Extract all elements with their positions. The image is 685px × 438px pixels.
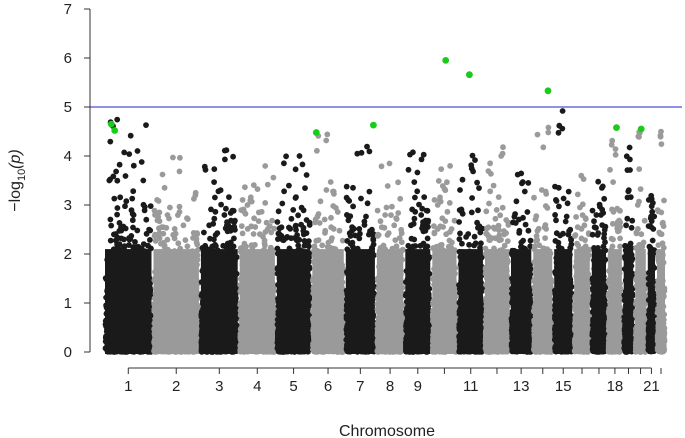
x-tick-label-chr-15: 15 — [555, 378, 572, 395]
y-axis-title-suffix: (p) — [7, 149, 24, 169]
y-tick-label: 1 — [64, 295, 72, 312]
chromosome-1-points — [102, 116, 154, 355]
y-axis-title: −log10(p) — [7, 149, 28, 212]
y-tick-label: 0 — [64, 344, 72, 361]
significant-point-9 — [637, 125, 645, 133]
x-axis-title: Chromosome — [339, 423, 435, 438]
x-tick-label-chr-8: 8 — [386, 378, 394, 395]
x-tick-label-chr-4: 4 — [253, 378, 261, 395]
significant-point-5 — [442, 57, 450, 64]
chromosome-6-points — [309, 131, 347, 355]
x-tick-label-chr-7: 7 — [356, 378, 364, 395]
chromosome-14-points — [530, 124, 555, 355]
chromosome-9-points — [402, 149, 433, 355]
chromosome-7-points — [343, 143, 378, 355]
x-tick-label-chr-18: 18 — [607, 378, 624, 395]
significant-point-2 — [111, 127, 119, 134]
significant-point-1 — [107, 120, 115, 128]
data-points-layer — [102, 108, 668, 355]
chromosome-22-points — [654, 128, 668, 355]
chromosome-8-points — [374, 160, 406, 355]
chromosome-15-points — [551, 108, 575, 355]
x-tick-label-chr-3: 3 — [215, 378, 223, 395]
significant-points-layer — [107, 57, 645, 136]
y-tick-label: 3 — [64, 197, 72, 214]
y-axis-title-subscript: 10 — [16, 169, 28, 181]
chromosome-18-points — [605, 137, 625, 355]
significant-point-8 — [613, 124, 620, 131]
chromosome-4-points — [237, 163, 278, 355]
chromosome-13-points — [508, 170, 534, 355]
x-tick-label-chr-6: 6 — [324, 378, 332, 395]
chromosome-19-points — [621, 144, 636, 355]
x-axis-ticks: 1 2 3 4 5 6 7 8 9 11 13 15 18 21 — [124, 368, 662, 395]
x-tick-label-chr-11: 11 — [463, 378, 479, 395]
y-tick-label: 7 — [64, 1, 72, 18]
chromosome-11-points — [456, 152, 486, 355]
chromosome-16-points — [571, 172, 593, 355]
y-tick-label: 4 — [64, 148, 72, 165]
y-axis-ticks: 0 1 2 3 4 5 6 7 — [64, 1, 90, 361]
y-tick-label: 5 — [64, 99, 72, 116]
chromosome-17-points — [589, 178, 609, 355]
significant-point-7 — [544, 87, 552, 95]
chromosome-10-points — [429, 163, 459, 355]
x-tick-label-chr-9: 9 — [414, 378, 422, 395]
y-tick-label: 6 — [64, 50, 72, 67]
significant-point-6 — [466, 71, 473, 79]
significant-point-4 — [370, 121, 377, 129]
chromosome-21-points — [645, 192, 658, 355]
chromosome-5-points — [274, 153, 313, 355]
x-tick-label-chr-2: 2 — [172, 378, 180, 395]
significant-point-3 — [312, 129, 320, 136]
x-tick-label-chr-13: 13 — [513, 378, 530, 395]
y-tick-label: 2 — [64, 246, 72, 263]
chromosome-12-points — [482, 144, 512, 355]
chromosome-2-points — [151, 154, 202, 355]
x-tick-label-chr-21: 21 — [643, 378, 660, 395]
x-tick-label-chr-5: 5 — [289, 378, 297, 395]
chromosome-3-points — [198, 147, 241, 355]
y-axis-title-prefix: −log — [7, 181, 24, 212]
chromosome-20-points — [632, 129, 649, 355]
x-tick-label-chr-1: 1 — [124, 378, 132, 395]
